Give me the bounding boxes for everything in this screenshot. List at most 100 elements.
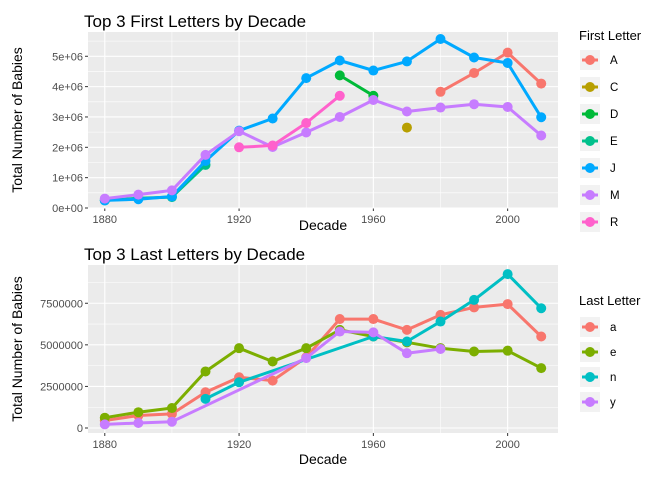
data-point-y [368, 327, 379, 338]
x-axis-title: Decade [299, 451, 347, 467]
data-point-y [301, 353, 312, 364]
data-point-y [166, 416, 177, 427]
data-point-M [133, 189, 144, 200]
legend-label: D [610, 109, 618, 121]
series-line-y [103, 330, 442, 426]
data-point-a [536, 331, 547, 342]
x-tick-label: 1960 [361, 214, 385, 226]
x-tick-label: 1920 [227, 439, 251, 451]
data-point-J [435, 33, 446, 44]
legend-label: e [610, 347, 616, 359]
data-point-e [536, 363, 547, 374]
data-point-M [502, 101, 513, 112]
data-point-a [502, 299, 513, 310]
plot-panel [88, 32, 558, 208]
y-tick-label: 0e+00 [52, 203, 83, 215]
data-point-M [334, 111, 345, 122]
legend-label: y [610, 397, 616, 409]
data-point-J [536, 112, 547, 123]
x-tick-label: 2000 [495, 214, 519, 226]
data-point-J [502, 57, 513, 68]
y-tick-label: 7500000 [40, 298, 83, 310]
data-point-M [368, 94, 379, 105]
y-tick-label: 5000000 [40, 340, 83, 352]
data-point-e [502, 345, 513, 356]
data-point-M [166, 185, 177, 196]
data-point-n [200, 393, 211, 404]
data-point-e [469, 346, 480, 357]
data-point-A [502, 47, 513, 58]
legend-label: A [610, 55, 618, 67]
series-line-e [103, 328, 543, 420]
x-tick-label: 1880 [93, 439, 117, 451]
data-point-a [267, 375, 278, 386]
legend-label: M [610, 190, 620, 202]
data-point-e [301, 343, 312, 354]
y-axis-title: Total Number of Babies [9, 276, 25, 422]
series-line-D [338, 73, 375, 98]
data-point-e [133, 407, 144, 418]
data-point-M [301, 127, 312, 138]
series-A [435, 47, 547, 97]
data-point-y [334, 326, 345, 337]
data-point-J [368, 65, 379, 76]
x-tick-label: 1880 [93, 214, 117, 226]
data-point-M [469, 99, 480, 110]
legend-label: a [610, 322, 617, 334]
legend-label: n [610, 372, 616, 384]
y-tick-label: 2e+06 [52, 142, 83, 154]
chart-1: 1880 1920 1960 2000 0e+00 1e+06 2e+06 3e+06 4e+0… [9, 12, 642, 233]
data-point-M [234, 126, 245, 137]
data-point-A [469, 67, 480, 78]
chart-2: 1880 1920 1960 2000 0 2500000 5000000 7500000 To… [9, 245, 641, 467]
legend-title: Last Letter [579, 293, 641, 308]
series-C [401, 122, 412, 133]
legend-key-point [585, 163, 595, 173]
data-point-e [234, 343, 245, 354]
legend: Last Letter a e n y [579, 293, 641, 412]
data-point-a [334, 314, 345, 325]
series-R [234, 90, 345, 153]
x-axis-title: Decade [299, 217, 347, 233]
data-point-n [234, 377, 245, 388]
data-point-A [435, 86, 446, 97]
chart-title: Top 3 First Letters by Decade [84, 12, 306, 31]
series-y [99, 326, 446, 430]
series-line-M [103, 98, 543, 201]
data-point-n [502, 269, 513, 280]
legend-key-point [585, 397, 595, 407]
data-point-M [200, 149, 211, 160]
series-line-A [439, 51, 543, 94]
data-point-y [401, 348, 412, 359]
data-point-n [401, 336, 412, 347]
plot-panel [88, 265, 558, 433]
data-point-J [334, 55, 345, 66]
series-n [200, 269, 547, 404]
legend-key-point [585, 109, 595, 119]
series-line-J [103, 37, 543, 202]
legend: First Letter A C D E J M R [579, 28, 642, 232]
data-point-a [401, 324, 412, 335]
legend-label: C [610, 82, 618, 94]
legend-key-point [585, 217, 595, 227]
legend-key-point [585, 322, 595, 332]
y-tick-label: 1e+06 [52, 173, 83, 185]
data-point-M [99, 193, 110, 204]
x-tick-label: 1920 [227, 214, 251, 226]
legend-key-point [585, 190, 595, 200]
data-point-y [435, 344, 446, 354]
chart-title: Top 3 Last Letters by Decade [84, 245, 305, 264]
data-point-J [267, 113, 278, 124]
data-point-y [99, 419, 110, 430]
y-tick-label: 5e+06 [52, 51, 83, 63]
series-line-R [237, 94, 342, 149]
data-point-J [469, 52, 480, 63]
data-point-e [200, 366, 211, 377]
legend-key-point [585, 136, 595, 146]
y-tick-label: 2500000 [40, 381, 83, 393]
data-point-J [301, 73, 312, 84]
data-point-e [166, 403, 177, 414]
data-point-R [301, 118, 312, 129]
